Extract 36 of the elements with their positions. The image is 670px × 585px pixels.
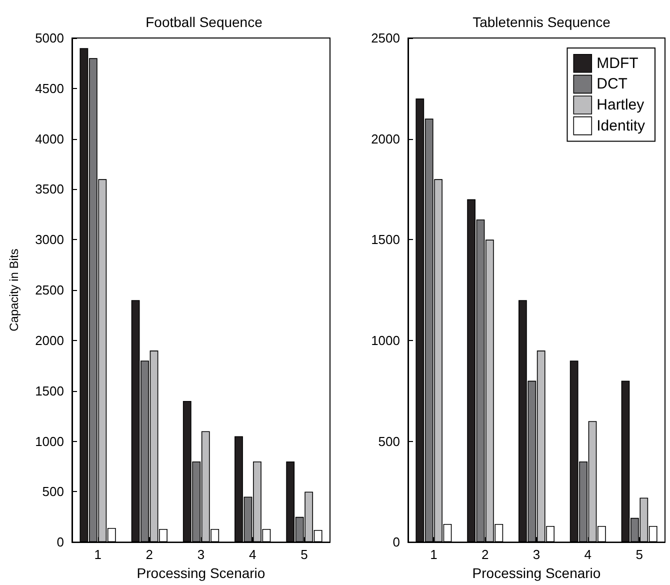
- y-tick-label: 5000: [35, 30, 64, 46]
- x-tick-label: 1: [94, 547, 102, 562]
- x-tick-label: 2: [481, 547, 489, 562]
- y-tick-label: 0: [392, 534, 400, 550]
- chart-title: Football Sequence: [146, 14, 263, 30]
- x-tick-label: 3: [197, 547, 205, 562]
- x-axis-title: Processing Scenario: [136, 565, 266, 581]
- y-tick-label: 1000: [371, 332, 400, 348]
- y-tick-label: 500: [42, 484, 64, 500]
- x-tick-label: 1: [430, 547, 438, 562]
- y-tick-label: 1500: [35, 383, 64, 398]
- x-tick-label: 5: [636, 547, 643, 562]
- y-tick-label: 1500: [371, 232, 400, 248]
- x-axis-title: Processing Scenario: [472, 565, 601, 581]
- y-tick-label: 1000: [35, 434, 64, 449]
- legend-label: DCT: [596, 76, 628, 93]
- x-tick-label: 4: [248, 547, 256, 562]
- y-axis-title: Capacity in Bits: [7, 248, 21, 332]
- legend-label: MDFT: [596, 54, 638, 72]
- y-tick-label: 3000: [35, 232, 64, 248]
- y-tick-label: 500: [378, 434, 400, 449]
- y-tick-label: 2000: [371, 131, 400, 146]
- x-tick-label: 2: [146, 547, 154, 562]
- legend-label: Identity: [596, 117, 646, 134]
- x-tick-label: 5: [300, 547, 308, 562]
- y-tick-label: 4500: [35, 80, 64, 96]
- x-tick-label: 4: [584, 547, 592, 562]
- y-tick-label: 0: [56, 534, 64, 550]
- y-tick-label: 2000: [35, 332, 64, 348]
- y-tick-label: 2500: [35, 282, 64, 298]
- y-tick-label: 2500: [371, 30, 400, 46]
- y-tick-label: 3500: [35, 182, 64, 197]
- x-tick-label: 3: [532, 547, 540, 562]
- chart-title: Tabletennis Sequence: [472, 14, 611, 30]
- y-tick-label: 4000: [35, 131, 64, 146]
- legend-label: Hartley: [596, 96, 645, 114]
